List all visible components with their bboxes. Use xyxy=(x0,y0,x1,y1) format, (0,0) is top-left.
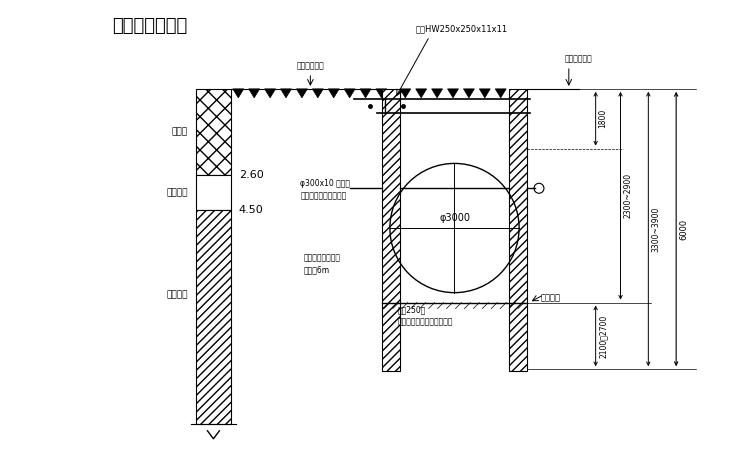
Polygon shape xyxy=(400,89,411,98)
Text: 锚杆与钢板桩采用焊接: 锚杆与钢板桩采用焊接 xyxy=(300,192,346,201)
Text: 原有地面标板: 原有地面标板 xyxy=(565,55,593,64)
Bar xyxy=(196,210,231,424)
Polygon shape xyxy=(416,89,427,98)
Polygon shape xyxy=(431,89,443,98)
Polygon shape xyxy=(495,89,506,98)
Bar xyxy=(382,89,400,371)
Bar xyxy=(196,175,231,210)
Polygon shape xyxy=(360,89,371,98)
Text: φ300x10 钢管管: φ300x10 钢管管 xyxy=(300,179,351,188)
Text: 基础开挖后在管道之间列桩: 基础开挖后在管道之间列桩 xyxy=(398,317,454,326)
Polygon shape xyxy=(233,89,243,98)
Text: 2300~2900: 2300~2900 xyxy=(624,173,633,218)
Bar xyxy=(196,89,231,175)
Polygon shape xyxy=(480,89,491,98)
Polygon shape xyxy=(329,89,339,98)
Text: 粉质粘土: 粉质粘土 xyxy=(166,290,188,299)
Text: 开挖底面: 开挖底面 xyxy=(541,293,561,302)
Text: 3300~3900: 3300~3900 xyxy=(651,206,660,252)
Polygon shape xyxy=(344,89,355,98)
Polygon shape xyxy=(280,89,292,98)
Text: 4.50: 4.50 xyxy=(239,205,263,215)
Text: 1800: 1800 xyxy=(599,109,608,128)
Polygon shape xyxy=(463,89,474,98)
Text: 细砂层土: 细砂层土 xyxy=(166,188,188,197)
Polygon shape xyxy=(249,89,260,98)
Text: 2100～2700: 2100～2700 xyxy=(599,314,608,358)
Text: 素填土: 素填土 xyxy=(172,127,188,137)
Text: 6000: 6000 xyxy=(679,219,688,240)
Polygon shape xyxy=(297,89,307,98)
Polygon shape xyxy=(265,89,275,98)
Text: 钻孔剖面示意图: 钻孔剖面示意图 xyxy=(112,17,187,35)
Text: 2.60: 2.60 xyxy=(239,170,263,180)
Text: 钢梁HW250x250x11x11: 钢梁HW250x250x11x11 xyxy=(415,25,508,34)
Polygon shape xyxy=(448,89,459,98)
Bar xyxy=(509,89,527,371)
Text: 原有地面标板: 原有地面标板 xyxy=(297,62,324,71)
Polygon shape xyxy=(312,89,323,98)
Text: 桩长约6m: 桩长约6m xyxy=(303,265,329,274)
Text: 自备固厚钢框拦桩: 自备固厚钢框拦桩 xyxy=(303,254,340,262)
Text: 桩径250厘: 桩径250厘 xyxy=(398,305,426,314)
Polygon shape xyxy=(376,89,387,98)
Text: φ3000: φ3000 xyxy=(440,213,471,223)
